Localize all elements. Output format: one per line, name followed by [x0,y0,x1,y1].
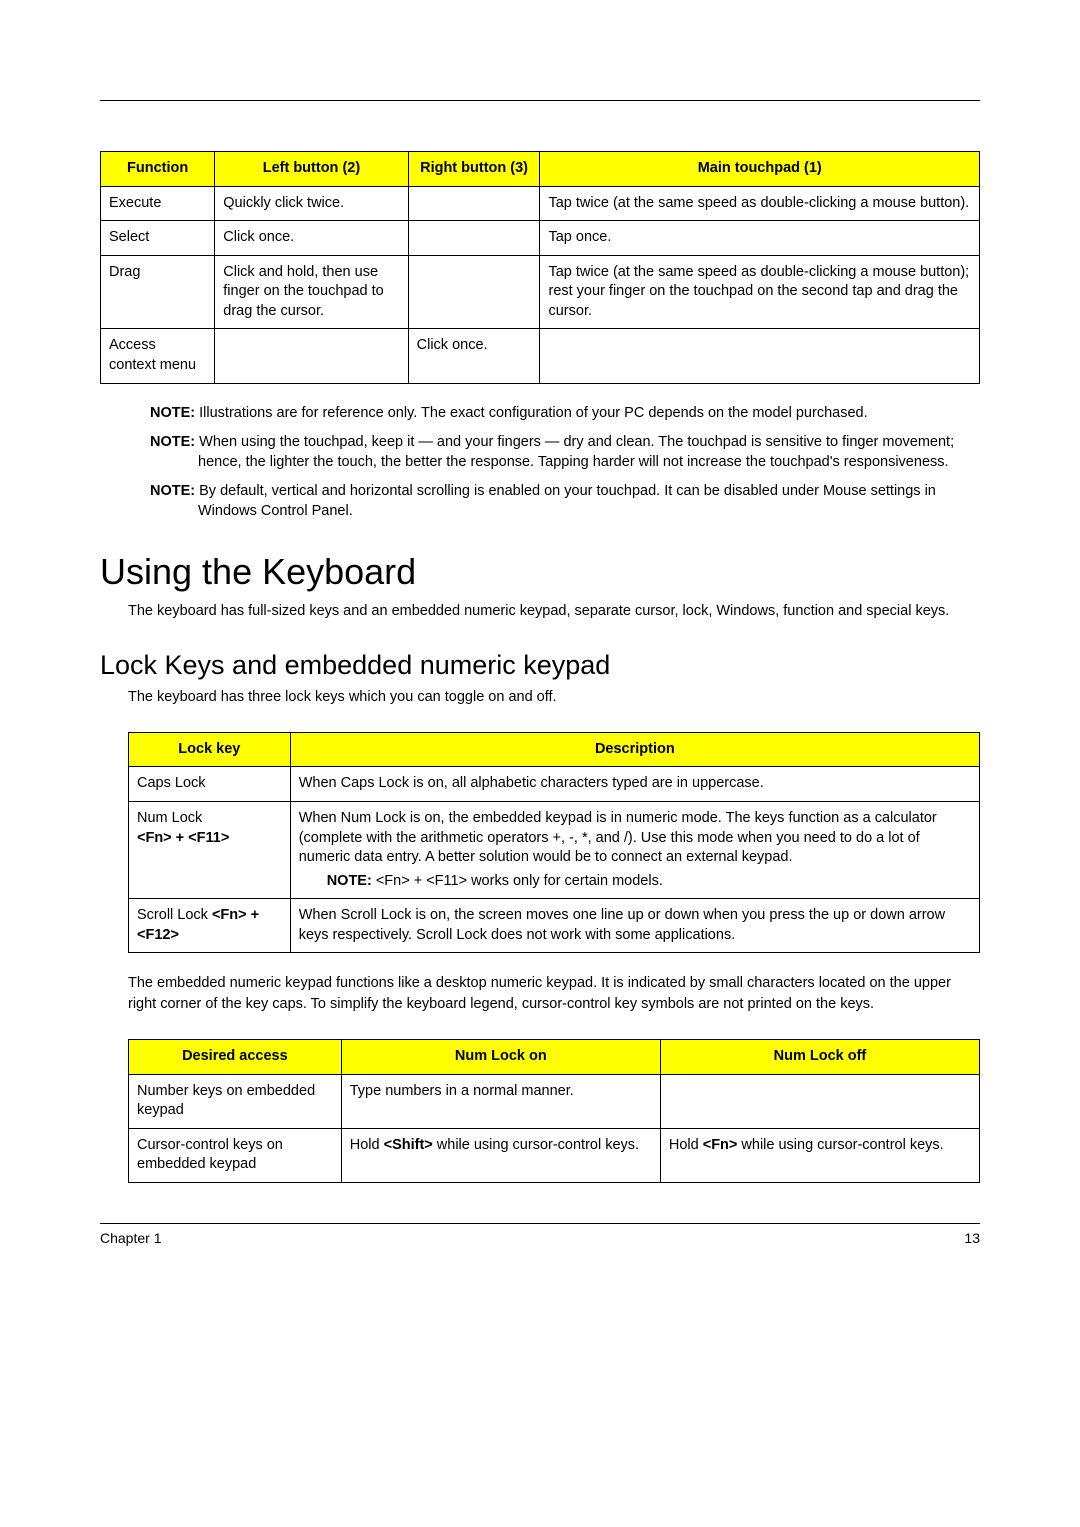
th-lock-key: Lock key [129,732,291,767]
cell: Click and hold, then use finger on the t… [215,255,408,329]
touchpad-table-wrap: Function Left button (2) Right button (3… [100,151,980,384]
table-header-row: Desired access Num Lock on Num Lock off [129,1040,980,1075]
section-heading-keyboard: Using the Keyboard [100,551,980,593]
cell: Tap twice (at the same speed as double-c… [540,186,980,221]
cell: Type numbers in a normal manner. [341,1074,660,1128]
key-bold: <Fn> + <F11> [137,830,229,846]
cell [408,186,540,221]
table-row: Drag Click and hold, then use finger on … [101,255,980,329]
body-text: The embedded numeric keypad functions li… [128,973,980,1014]
note-text: Illustrations are for reference only. Th… [199,405,867,421]
cell [660,1074,979,1128]
c2-bold: <Shift> [384,1137,433,1153]
access-table: Desired access Num Lock on Num Lock off … [128,1039,980,1183]
desc-note: NOTE: <Fn> + <F11> works only for certai… [327,872,971,892]
note-label: NOTE: [150,405,195,421]
th-numlock-off: Num Lock off [660,1040,979,1075]
cell-description: When Scroll Lock is on, the screen moves… [290,899,979,953]
desc-note-label: NOTE: [327,873,372,889]
c3-after: while using cursor-control keys. [737,1137,943,1153]
desc-note-text: <Fn> + <F11> works only for certain mode… [372,873,663,889]
note-item: NOTE: Illustrations are for reference on… [150,404,980,424]
page-footer: Chapter 1 13 [100,1224,980,1246]
body-text: The keyboard has three lock keys which y… [128,687,980,707]
c3-before: Hold [669,1137,703,1153]
desc-text: When Scroll Lock is on, the screen moves… [299,907,945,943]
page-container: Function Left button (2) Right button (3… [0,0,1080,1527]
top-rule [100,100,980,101]
cell: Select [101,221,215,256]
cell: Hold <Fn> while using cursor-control key… [660,1128,979,1182]
cell: Tap once. [540,221,980,256]
c2-before: Hold [350,1137,384,1153]
subsection-heading-lockkeys: Lock Keys and embedded numeric keypad [100,650,980,681]
note-text: By default, vertical and horizontal scro… [198,483,936,519]
lockkey-table-wrap: Lock key Description Caps Lock When Caps… [128,732,980,954]
footer-page-number: 13 [964,1230,980,1246]
table-row: Caps Lock When Caps Lock is on, all alph… [129,767,980,802]
footer-chapter: Chapter 1 [100,1230,161,1246]
cell [540,329,980,383]
table-header-row: Function Left button (2) Right button (3… [101,152,980,187]
th-description: Description [290,732,979,767]
note-text: When using the touchpad, keep it — and y… [198,434,954,470]
c2-before: Type numbers in a normal manner. [350,1083,574,1099]
note-item: NOTE: When using the touchpad, keep it —… [150,433,980,472]
key-plain: Scroll Lock [137,907,212,923]
th-function: Function [101,152,215,187]
note-item: NOTE: By default, vertical and horizonta… [150,482,980,521]
cell: Hold <Shift> while using cursor-control … [341,1128,660,1182]
cell: Drag [101,255,215,329]
cell: Tap twice (at the same speed as double-c… [540,255,980,329]
cell [408,221,540,256]
cell-lock-key: Scroll Lock <Fn> + <F12> [129,899,291,953]
table-header-row: Lock key Description [129,732,980,767]
touchpad-table: Function Left button (2) Right button (3… [100,151,980,384]
th-left-button: Left button (2) [215,152,408,187]
th-numlock-on: Num Lock on [341,1040,660,1075]
cell: Quickly click twice. [215,186,408,221]
th-desired-access: Desired access [129,1040,342,1075]
cell: Number keys on embedded keypad [129,1074,342,1128]
cell: Click once. [215,221,408,256]
cell: Access context menu [101,329,215,383]
table-row: Cursor-control keys on embedded keypad H… [129,1128,980,1182]
cell: Click once. [408,329,540,383]
cell-lock-key: Caps Lock [129,767,291,802]
th-main-touchpad: Main touchpad (1) [540,152,980,187]
cell: Execute [101,186,215,221]
cell-lock-key: Num Lock <Fn> + <F11> [129,802,291,899]
note-label: NOTE: [150,434,195,450]
notes-block: NOTE: Illustrations are for reference on… [150,404,980,522]
cell-description: When Caps Lock is on, all alphabetic cha… [290,767,979,802]
table-row: Access context menu Click once. [101,329,980,383]
access-table-wrap: Desired access Num Lock on Num Lock off … [128,1039,980,1183]
body-text: The keyboard has full-sized keys and an … [128,601,980,621]
cell [408,255,540,329]
table-row: Num Lock <Fn> + <F11> When Num Lock is on… [129,802,980,899]
desc-text: When Num Lock is on, the embedded keypad… [299,810,937,865]
cell-description: When Num Lock is on, the embedded keypad… [290,802,979,899]
key-plain: Num Lock [137,810,202,826]
cell [215,329,408,383]
table-row: Scroll Lock <Fn> + <F12> When Scroll Loc… [129,899,980,953]
c3-bold: <Fn> [703,1137,738,1153]
th-right-button: Right button (3) [408,152,540,187]
c2-after: while using cursor-control keys. [433,1137,639,1153]
note-label: NOTE: [150,483,195,499]
cell: Cursor-control keys on embedded keypad [129,1128,342,1182]
lockkey-table: Lock key Description Caps Lock When Caps… [128,732,980,954]
key-plain: Caps Lock [137,775,206,791]
desc-text: When Caps Lock is on, all alphabetic cha… [299,775,764,791]
table-row: Execute Quickly click twice. Tap twice (… [101,186,980,221]
table-row: Select Click once. Tap once. [101,221,980,256]
table-row: Number keys on embedded keypad Type numb… [129,1074,980,1128]
